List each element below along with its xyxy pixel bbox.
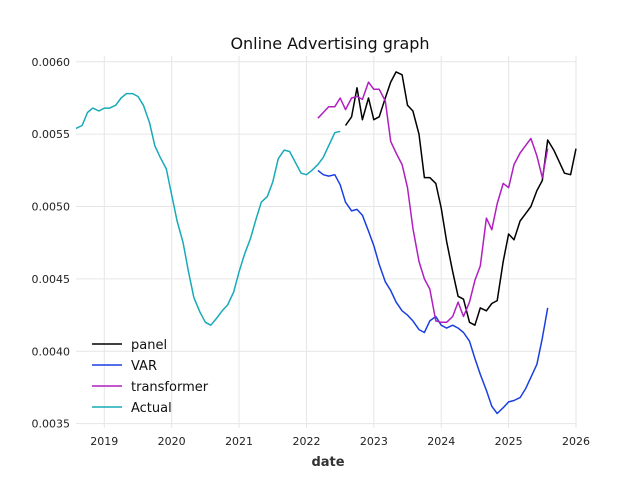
x-tick-label: 2026 bbox=[562, 435, 590, 448]
series-line-panel bbox=[344, 71, 577, 326]
series-line-var bbox=[317, 169, 549, 415]
legend-label: transformer bbox=[131, 380, 209, 395]
y-tick-label: 0.0040 bbox=[32, 345, 71, 358]
legend: panel VAR transformer Actual bbox=[92, 338, 209, 416]
series-line-actual bbox=[75, 92, 341, 326]
legend-label: panel bbox=[131, 338, 167, 353]
x-tick-label: 2023 bbox=[360, 435, 388, 448]
y-tick-label: 0.0050 bbox=[32, 201, 71, 214]
x-tick-label: 2022 bbox=[292, 435, 320, 448]
x-tick-label: 2021 bbox=[225, 435, 253, 448]
chart-title: Online Advertising graph bbox=[230, 34, 429, 53]
x-tick-label: 2019 bbox=[90, 435, 118, 448]
y-tick-label: 0.0035 bbox=[32, 418, 71, 431]
x-axis-label: date bbox=[311, 455, 344, 470]
x-tick-label: 2024 bbox=[427, 435, 455, 448]
grid bbox=[76, 56, 577, 428]
y-tick-label: 0.0055 bbox=[32, 128, 71, 141]
y-tick-label: 0.0060 bbox=[32, 56, 71, 69]
y-axis-ticks: 0.0035 0.0040 0.0045 0.0050 0.0055 0.0060 bbox=[32, 56, 71, 431]
x-tick-label: 2025 bbox=[495, 435, 523, 448]
legend-label: Actual bbox=[131, 401, 172, 416]
legend-label: VAR bbox=[131, 359, 157, 374]
series-line-transformer bbox=[317, 81, 549, 324]
x-axis-ticks: 2019 2020 2021 2022 2023 2024 2025 2026 bbox=[90, 435, 590, 448]
plot-lines bbox=[75, 71, 577, 415]
y-tick-label: 0.0045 bbox=[32, 273, 71, 286]
x-tick-label: 2020 bbox=[158, 435, 186, 448]
